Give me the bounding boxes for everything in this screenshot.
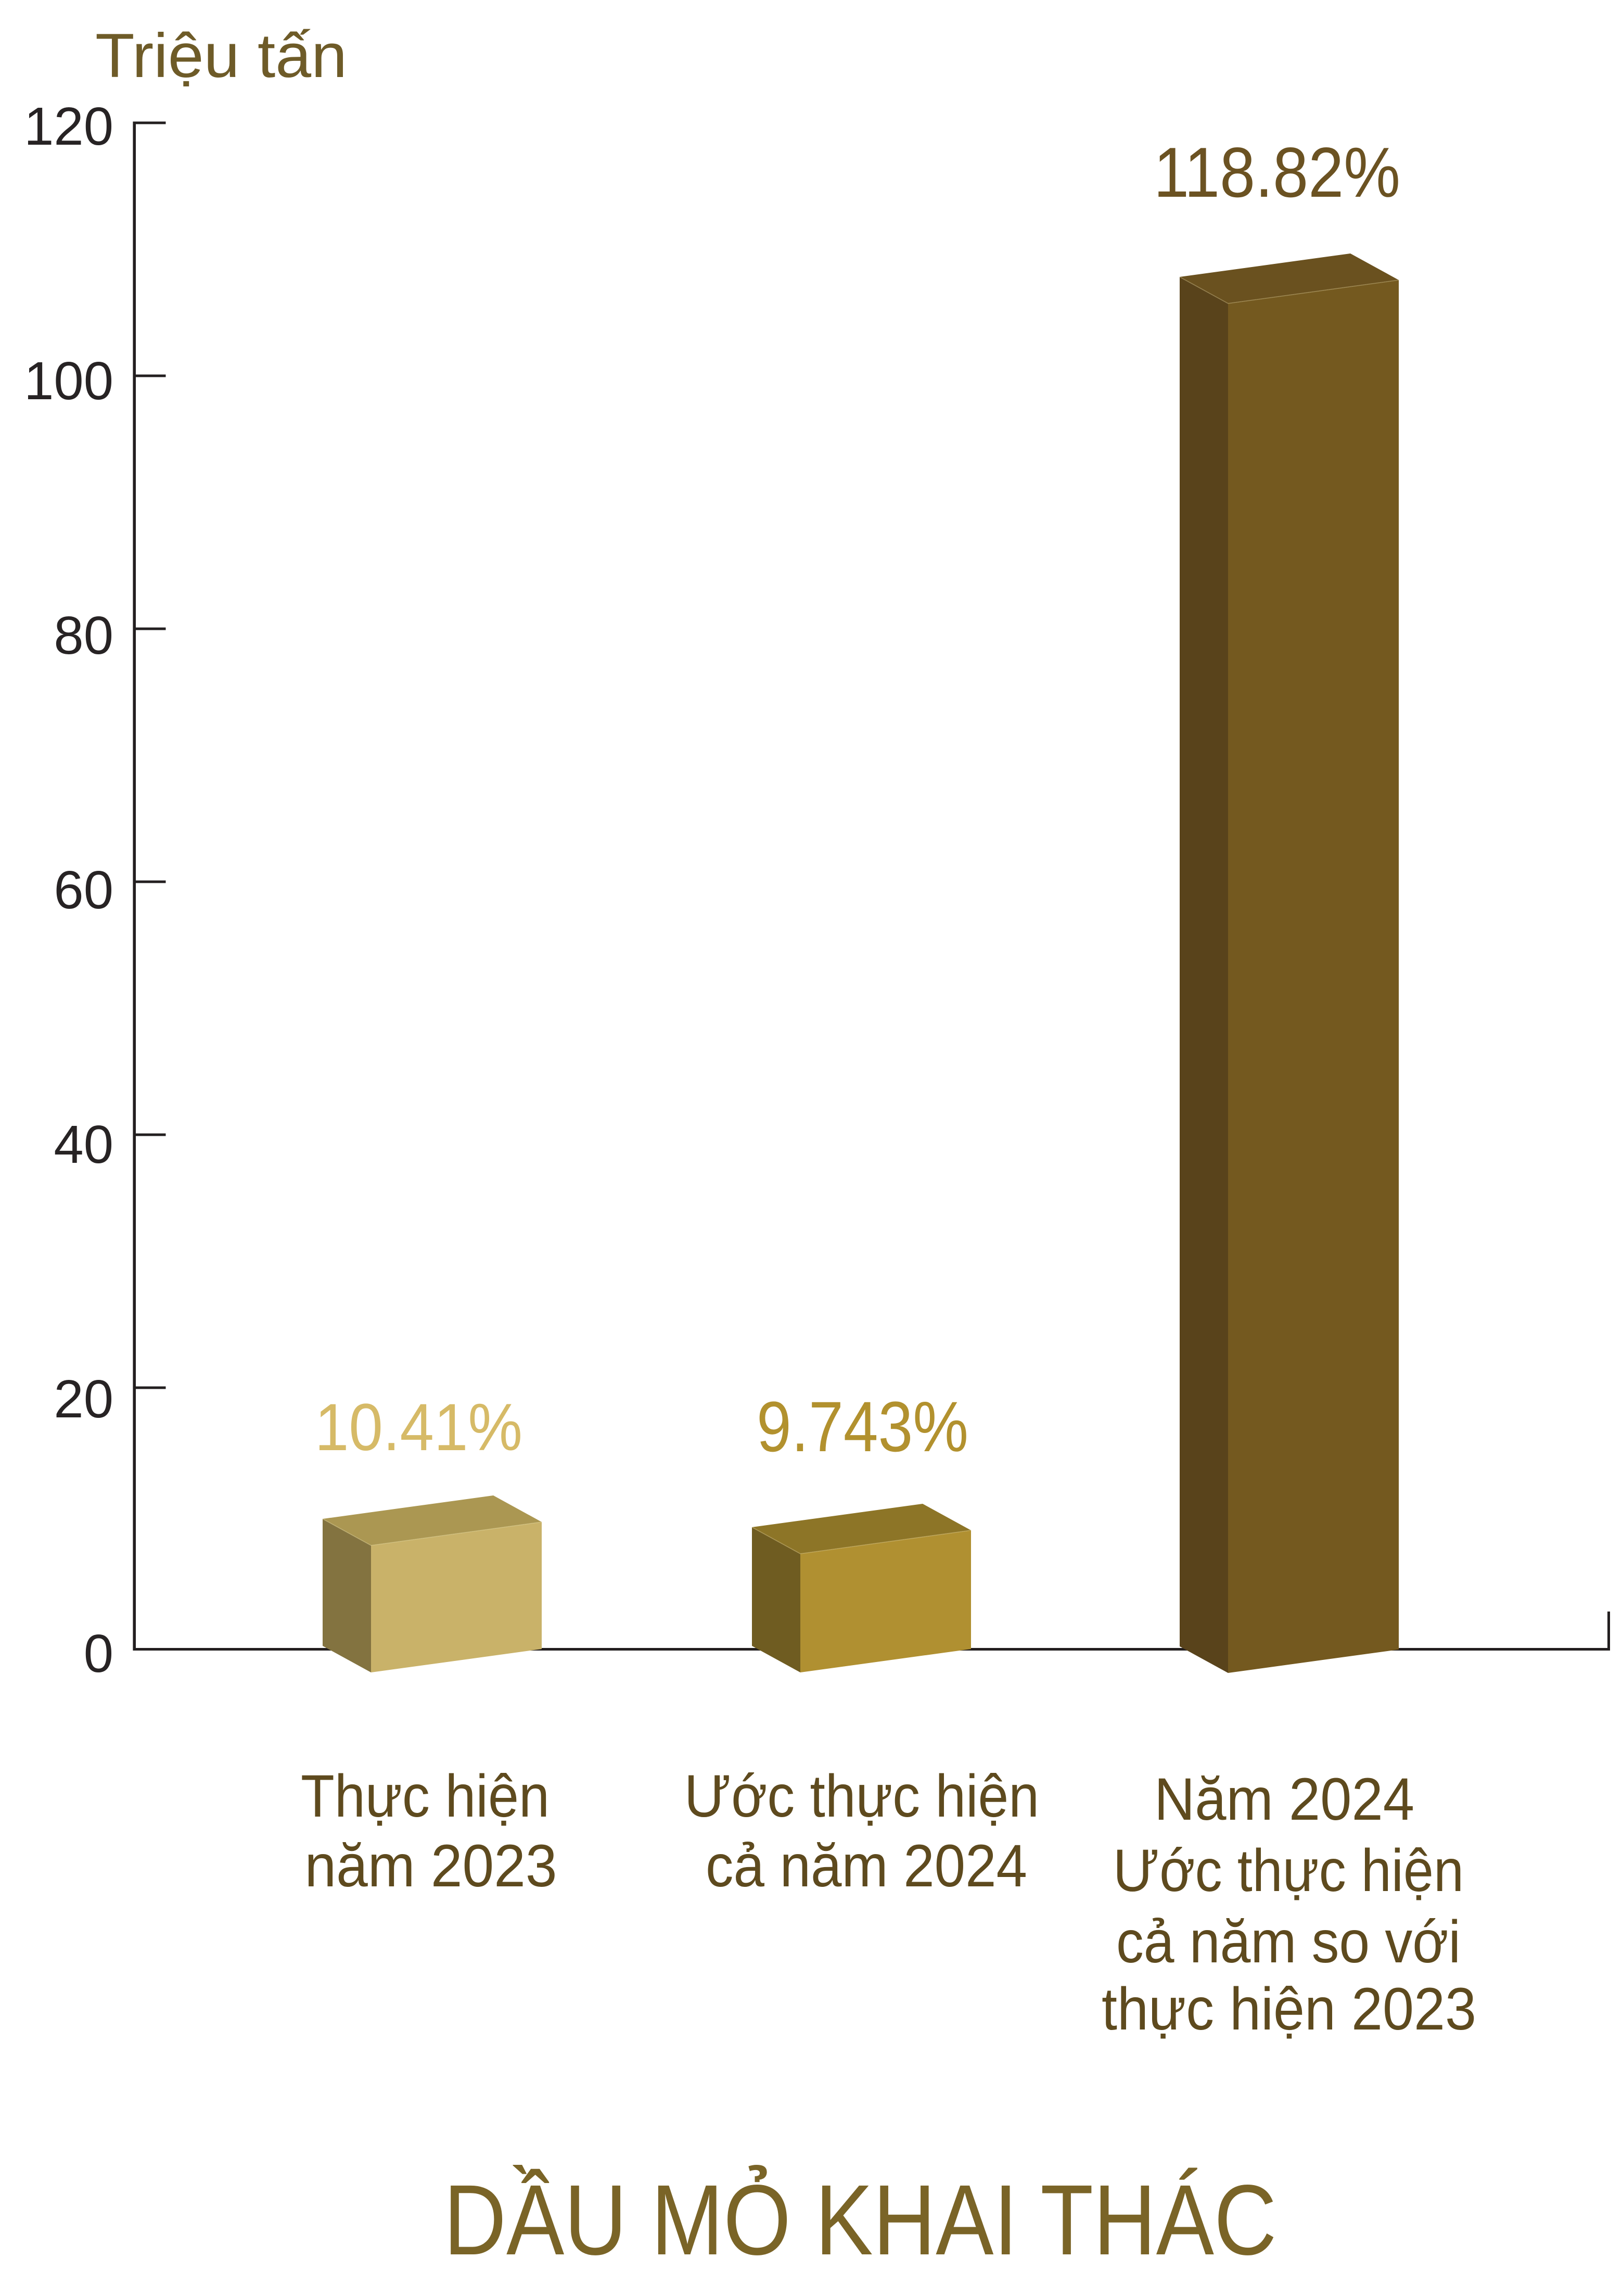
svg-text:năm 2023: năm 2023 <box>305 1833 557 1899</box>
svg-text:Ước thực hiện: Ước thực hiện <box>684 1763 1039 1830</box>
svg-text:Năm 2024: Năm 2024 <box>1154 1766 1414 1833</box>
svg-text:60: 60 <box>54 860 113 920</box>
svg-text:Ước thực hiện: Ước thực hiện <box>1113 1837 1464 1904</box>
svg-text:80: 80 <box>54 605 113 665</box>
svg-text:9.743%: 9.743% <box>757 1387 968 1467</box>
svg-text:Triệu tấn: Triệu tấn <box>95 21 347 91</box>
svg-text:DẦU MỎ KHAI THÁC: DẦU MỎ KHAI THÁC <box>444 2164 1277 2276</box>
svg-text:100: 100 <box>24 351 113 411</box>
svg-text:40: 40 <box>54 1114 113 1174</box>
svg-text:cả năm 2024: cả năm 2024 <box>706 1833 1027 1899</box>
svg-text:118.82%: 118.82% <box>1154 133 1400 212</box>
svg-text:120: 120 <box>24 96 113 156</box>
svg-text:20: 20 <box>54 1369 113 1429</box>
svg-text:0: 0 <box>84 1623 113 1683</box>
svg-text:Thực hiện: Thực hiện <box>301 1763 550 1830</box>
svg-text:thực hiện 2023: thực hiện 2023 <box>1102 1976 1476 2043</box>
svg-text:10.41%: 10.41% <box>315 1390 522 1465</box>
svg-text:cả năm so với: cả năm so với <box>1116 1909 1461 1975</box>
